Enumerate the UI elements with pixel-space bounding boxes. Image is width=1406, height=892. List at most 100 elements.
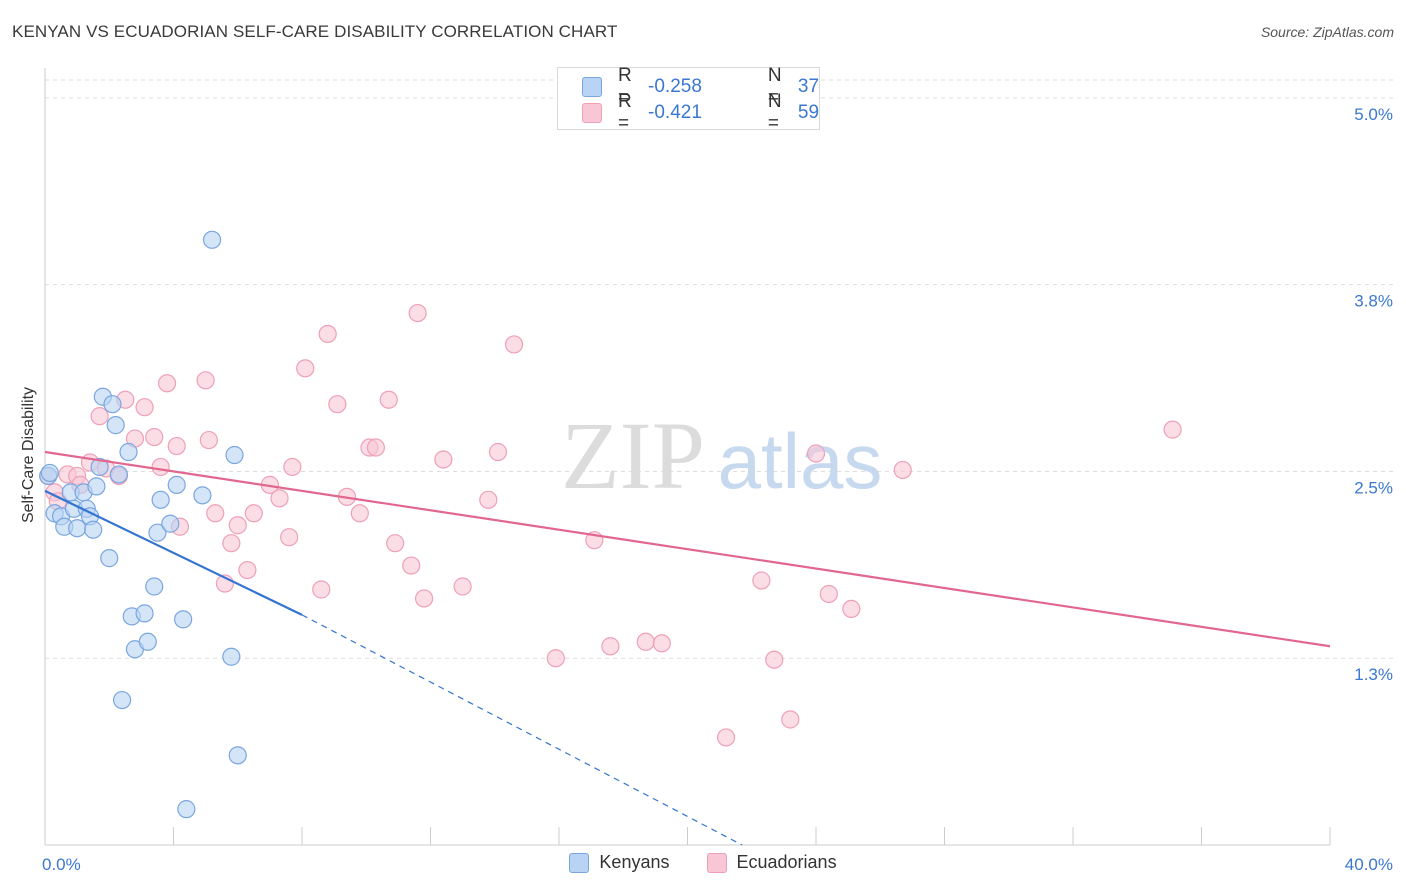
legend-r-label: R = bbox=[617, 65, 632, 108]
watermark: ZIP atlas bbox=[561, 402, 882, 509]
ecuadorian-point bbox=[402, 556, 421, 575]
ecuadorian-point bbox=[312, 580, 331, 599]
ecuadorian-trend-line bbox=[44, 450, 1331, 648]
kenyan-point bbox=[151, 490, 170, 509]
legend-row-kenyans: R = -0.258 N = 37 bbox=[582, 65, 820, 108]
kenyan-point bbox=[106, 416, 125, 435]
legend-n-value: 37 bbox=[797, 76, 820, 97]
ecuadorian-point bbox=[379, 390, 398, 409]
legend-item-ecuadorians: Ecuadorians bbox=[706, 852, 837, 873]
y-axis-label: Self-Care Disability bbox=[20, 387, 37, 523]
ecuadorian-point bbox=[222, 534, 241, 553]
ecuadorian-point bbox=[414, 589, 434, 608]
ecuadorian-point bbox=[453, 577, 472, 596]
axes-layer bbox=[44, 68, 1331, 846]
legend-swatch-ecuadorians bbox=[706, 852, 727, 873]
kenyan-point bbox=[174, 610, 193, 629]
ecuadorian-point bbox=[781, 710, 800, 729]
kenyan-point bbox=[100, 549, 119, 568]
ecuadorian-point bbox=[716, 728, 736, 747]
ecuadorian-point bbox=[842, 599, 861, 619]
kenyan-point bbox=[145, 577, 164, 596]
series-legend: Kenyans Ecuadorians bbox=[0, 852, 1406, 878]
kenyan-point bbox=[135, 604, 154, 623]
labels-layer: 1.3% 2.5% 3.8% 5.0% 0.0% 40.0% bbox=[42, 105, 1393, 874]
ecuadorian-point bbox=[765, 650, 784, 669]
ecuadorian-point bbox=[1163, 420, 1182, 439]
ecuadorian-point bbox=[199, 430, 218, 450]
legend-swatch-ecuadorians bbox=[582, 103, 602, 123]
kenyan-point bbox=[40, 463, 59, 483]
ecuadorian-point bbox=[283, 457, 302, 477]
x-tick-label: 40.0% bbox=[1345, 855, 1393, 874]
ecuadorian-point bbox=[636, 632, 655, 651]
ecuadorian-point bbox=[434, 450, 453, 469]
ecuadorian-point bbox=[228, 516, 247, 535]
watermark-zip: ZIP bbox=[561, 402, 705, 509]
kenyan-point bbox=[103, 395, 122, 414]
ecuadorian-point bbox=[157, 374, 177, 393]
ecuadorian-point bbox=[328, 395, 347, 414]
y-tick-label: 5.0% bbox=[1354, 105, 1393, 124]
ecuadorian-point bbox=[196, 371, 215, 390]
ecuadorian-point bbox=[366, 438, 385, 457]
ecuadorian-point bbox=[386, 534, 405, 553]
y-tick-label: 1.3% bbox=[1354, 665, 1393, 684]
y-tick-label: 2.5% bbox=[1354, 478, 1393, 497]
trend-layer bbox=[44, 450, 1331, 846]
ecuadorian-point bbox=[652, 634, 671, 653]
legend-r-label: R = bbox=[617, 91, 632, 134]
kenyan-point bbox=[161, 514, 180, 533]
legend-n-label: N = bbox=[767, 65, 782, 108]
ecuadorian-point bbox=[350, 504, 369, 523]
ecuadorian-point bbox=[318, 324, 337, 344]
ecuadorian-point bbox=[145, 427, 164, 447]
kenyan-point bbox=[90, 457, 109, 477]
points-layer bbox=[39, 230, 1182, 819]
legend-label-kenyans: Kenyans bbox=[599, 852, 670, 872]
legend-n-value: 59 bbox=[797, 102, 820, 123]
ecuadorian-point bbox=[601, 637, 620, 656]
ecuadorian-point bbox=[238, 560, 257, 580]
ecuadorian-point bbox=[806, 444, 826, 463]
kenyan-point bbox=[87, 477, 106, 496]
ecuadorian-point bbox=[752, 571, 771, 590]
kenyan-point bbox=[148, 523, 167, 542]
kenyan-point bbox=[84, 520, 103, 539]
legend-row-ecuadorians: R = -0.421 N = 59 bbox=[582, 91, 820, 134]
x-tick-label: 0.0% bbox=[42, 855, 81, 874]
ecuadorian-point bbox=[479, 490, 498, 509]
kenyan-point bbox=[228, 746, 247, 765]
kenyan-point bbox=[177, 800, 196, 819]
correlation-legend: R = -0.258 N = 37 R = -0.421 N = 59 bbox=[557, 65, 820, 134]
kenyan-point bbox=[225, 445, 244, 465]
watermark-atlas: atlas bbox=[718, 417, 883, 505]
ecuadorian-point bbox=[296, 359, 315, 378]
ecuadorian-point bbox=[819, 584, 838, 604]
kenyan-point bbox=[112, 690, 132, 710]
ecuadorian-point bbox=[488, 442, 508, 462]
legend-r-value: -0.421 bbox=[648, 102, 702, 123]
chart-title: KENYAN VS ECUADORIAN SELF-CARE DISABILIT… bbox=[12, 22, 618, 41]
ecuadorian-point bbox=[408, 303, 427, 323]
legend-swatch-kenyans bbox=[582, 77, 602, 97]
kenyan-point bbox=[193, 486, 212, 505]
kenyan-point bbox=[109, 465, 128, 484]
legend-swatch-kenyans bbox=[569, 852, 590, 873]
ecuadorian-point bbox=[167, 436, 186, 456]
kenyan-trend-extension bbox=[301, 614, 743, 846]
ecuadorian-point bbox=[135, 398, 154, 417]
ecuadorian-point bbox=[893, 460, 912, 480]
kenyan-point bbox=[68, 519, 87, 538]
legend-n-label: N = bbox=[767, 91, 782, 134]
kenyan-point bbox=[202, 230, 222, 249]
ecuadorian-point bbox=[90, 407, 109, 426]
ecuadorian-point bbox=[280, 528, 299, 547]
kenyan-point bbox=[119, 442, 138, 462]
ecuadorian-point bbox=[504, 335, 524, 354]
legend-r-value: -0.258 bbox=[648, 76, 702, 97]
legend-label-ecuadorians: Ecuadorians bbox=[736, 852, 837, 872]
ecuadorian-point bbox=[151, 457, 170, 477]
kenyan-point bbox=[167, 475, 186, 494]
ecuadorian-point bbox=[546, 649, 565, 668]
